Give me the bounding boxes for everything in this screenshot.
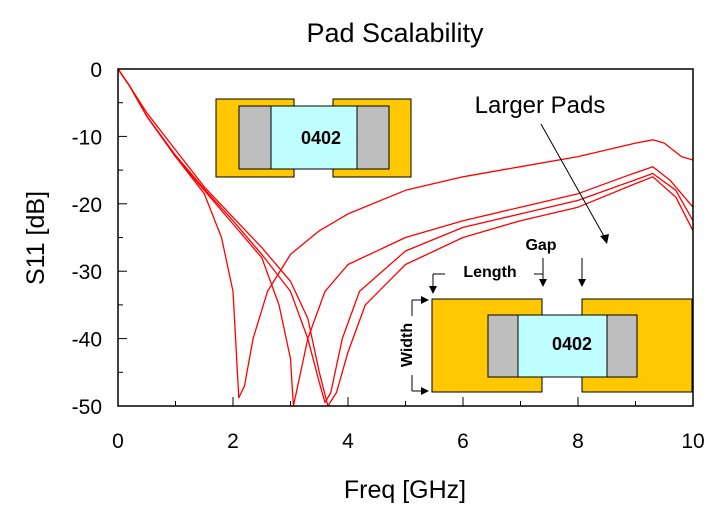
x-tick-label: 2 [227, 430, 239, 453]
larger-pads-arrow [540, 123, 606, 239]
chart-title: Pad Scalability [306, 18, 484, 48]
y-tick-label: -50 [72, 396, 102, 419]
curves [117, 68, 694, 407]
y-tick-label: -30 [72, 261, 102, 284]
large-terminal-right [606, 314, 638, 378]
small-terminal-right [356, 105, 390, 170]
s11-curve-4 [117, 68, 694, 407]
small-terminal-left [238, 105, 272, 170]
s11-curve-2 [117, 68, 694, 407]
small-pad-inset: 0402 [215, 98, 412, 178]
axis-ticks: 0 2 4 6 8 10 0 -10 -20 -30 -40 -50 [72, 59, 705, 453]
width-arrowhead-bottom [421, 387, 429, 395]
x-axis-label: Freq [GHz] [344, 476, 466, 504]
s11-curve-1 [117, 68, 694, 399]
gap-arrowhead-right [578, 279, 586, 287]
width-label: Width [399, 323, 416, 367]
x-tick-label: 10 [681, 430, 704, 453]
large-terminal-left [487, 314, 519, 378]
larger-pads-arrowhead [600, 234, 609, 244]
y-tick-label: -40 [72, 329, 102, 352]
large-pad-label: 0402 [552, 334, 592, 354]
y-axis-label: S11 [dB] [22, 191, 50, 285]
gap-arrowhead-left [539, 279, 547, 287]
y-tick-label: 0 [90, 59, 102, 82]
x-tick-label: 8 [572, 430, 584, 453]
large-pad-inset: 0402 Gap Length Width [399, 237, 693, 395]
gap-label: Gap [525, 237, 556, 254]
length-arrowhead-left [429, 286, 437, 294]
x-tick-label: 0 [112, 430, 124, 453]
plot-frame [117, 68, 694, 407]
length-label: Length [463, 264, 516, 281]
x-tick-label: 4 [342, 430, 354, 453]
x-tick-label: 6 [457, 430, 469, 453]
small-pad-label: 0402 [301, 128, 341, 148]
y-tick-label: -20 [72, 194, 102, 217]
y-tick-label: -10 [72, 126, 102, 149]
s11-curve-3 [117, 68, 694, 404]
larger-pads-annotation: Larger Pads [475, 92, 606, 119]
width-arrowhead-top [421, 296, 429, 304]
